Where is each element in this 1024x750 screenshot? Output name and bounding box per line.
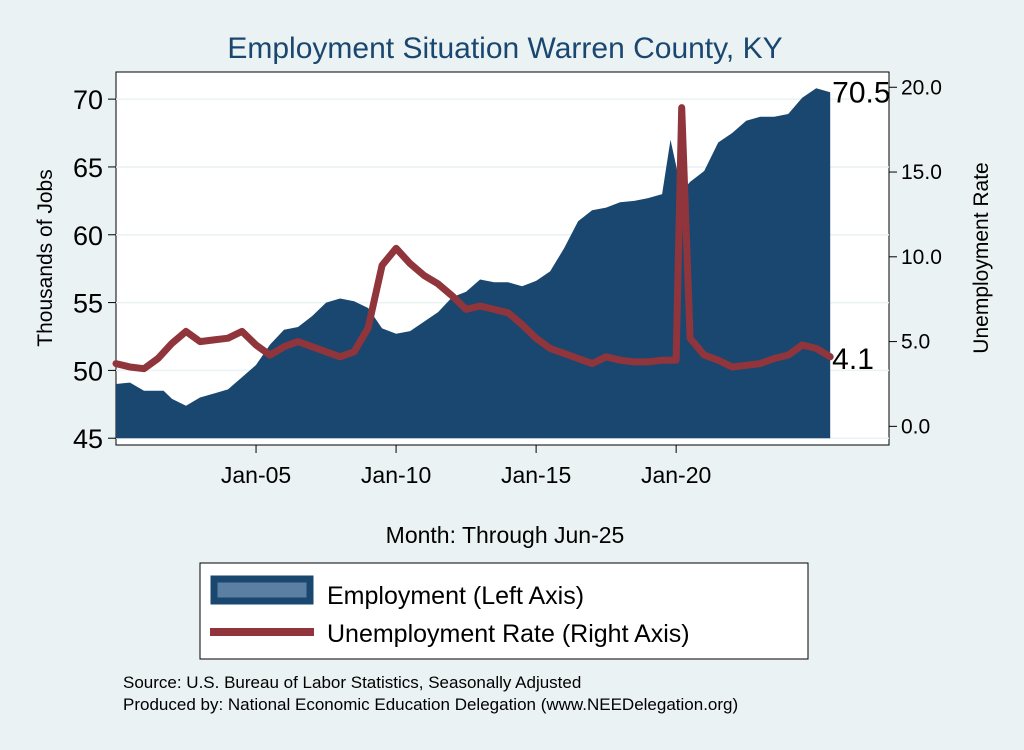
legend: Employment (Left Axis) Unemployment Rate… [199, 562, 809, 660]
right-tick-label-3: 15.0 [901, 161, 942, 184]
left-tick-label-0: 45 [73, 424, 103, 454]
source-note: Source: U.S. Bureau of Labor Statistics,… [123, 673, 581, 692]
employment-area [116, 88, 831, 439]
unemployment-end-label: 4.1 [832, 343, 874, 376]
x-tick-label-3: Jan-20 [641, 462, 711, 488]
left-tick-label-4: 65 [73, 153, 103, 183]
legend-label-employment: Employment (Left Axis) [327, 582, 584, 610]
left-tick-label-2: 55 [73, 289, 103, 319]
x-tick-label-0: Jan-05 [221, 462, 291, 488]
right-axis-ticks: 0.0 5.0 10.0 15.0 20.0 [889, 76, 942, 438]
right-axis-title: Unemployment Rate [970, 162, 993, 353]
right-tick-label-4: 20.0 [901, 76, 942, 99]
produced-by-note: Produced by: National Economic Education… [123, 695, 738, 714]
x-tick-label-2: Jan-15 [501, 462, 571, 488]
x-tick-label-1: Jan-10 [361, 462, 431, 488]
left-tick-label-5: 70 [73, 85, 103, 115]
right-tick-label-2: 10.0 [901, 246, 942, 269]
x-axis-title: Month: Through Jun-25 [386, 522, 625, 548]
left-tick-label-1: 50 [73, 356, 103, 386]
legend-swatch-employment [210, 575, 314, 605]
unemployment-line [112, 104, 834, 373]
employment-end-label: 70.5 [832, 76, 890, 109]
left-tick-label-3: 60 [73, 221, 103, 251]
legend-swatch-unemployment [210, 628, 314, 636]
chart-title: Employment Situation Warren County, KY [227, 32, 782, 65]
right-tick-label-1: 5.0 [901, 331, 930, 354]
x-axis-ticks: Jan-05 Jan-10 Jan-15 Jan-20 [221, 445, 711, 488]
legend-label-unemployment: Unemployment Rate (Right Axis) [327, 620, 690, 648]
left-axis-ticks: 45 50 55 60 65 70 [73, 85, 116, 454]
right-tick-label-0: 0.0 [901, 415, 930, 438]
left-axis-title: Thousands of Jobs [34, 169, 57, 346]
